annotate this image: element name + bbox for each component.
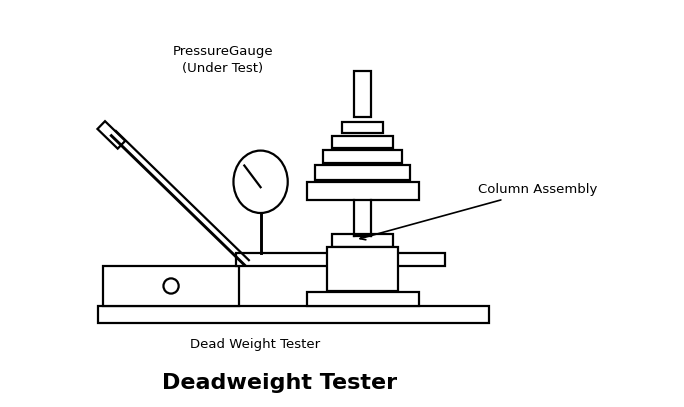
Text: Column Assembly: Column Assembly <box>360 184 597 240</box>
Bar <box>327 247 399 291</box>
Bar <box>98 306 488 323</box>
Bar <box>97 121 125 149</box>
Bar <box>354 70 371 117</box>
Text: Deadweight Tester: Deadweight Tester <box>162 374 397 394</box>
Bar <box>315 165 410 180</box>
Bar <box>342 122 383 133</box>
Bar <box>323 150 402 163</box>
Ellipse shape <box>233 151 288 213</box>
Bar <box>306 292 419 306</box>
Bar <box>332 136 393 148</box>
Bar <box>236 253 445 267</box>
Bar <box>306 182 419 200</box>
Bar <box>332 234 393 247</box>
Text: Dead Weight Tester: Dead Weight Tester <box>190 338 320 351</box>
Bar <box>103 267 239 306</box>
Text: PressureGauge
(Under Test): PressureGauge (Under Test) <box>172 45 273 75</box>
